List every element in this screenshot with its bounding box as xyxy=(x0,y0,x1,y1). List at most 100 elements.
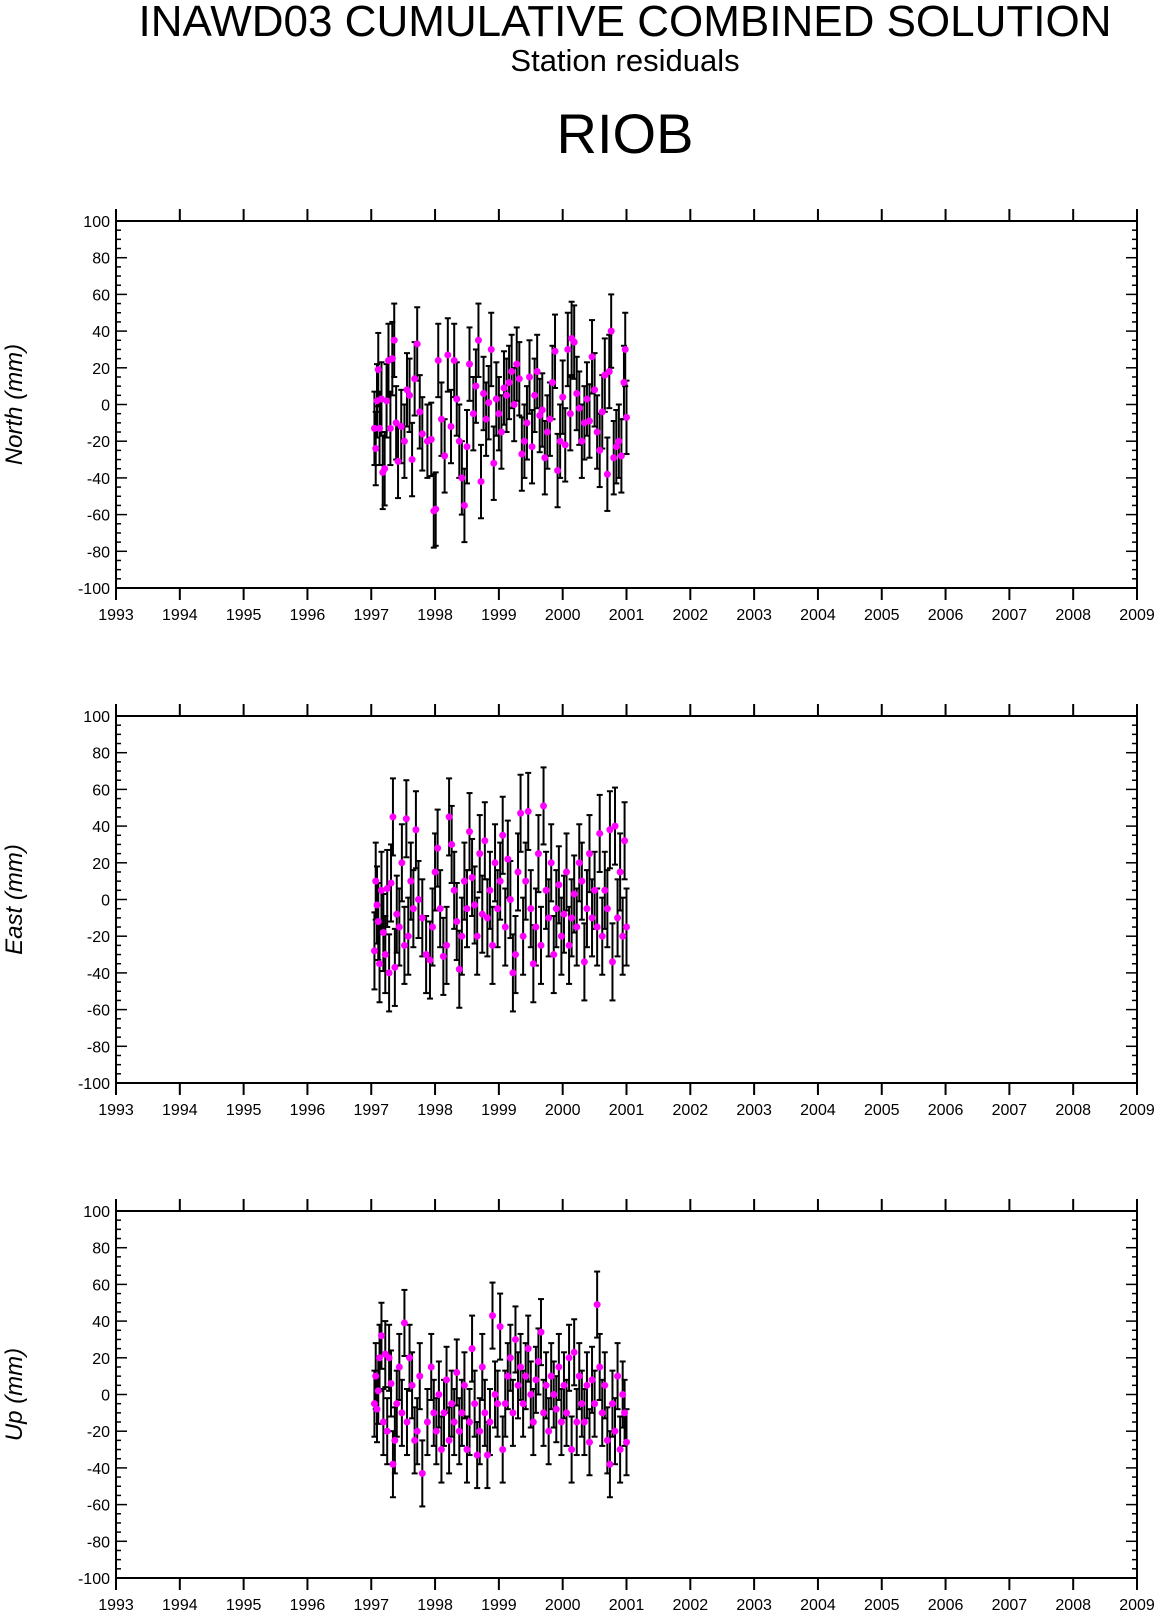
east-data-point xyxy=(436,905,444,913)
north-data-point xyxy=(559,393,567,401)
east-x-tick-label: 1996 xyxy=(290,1102,326,1119)
up-data-point xyxy=(491,1391,499,1398)
up-x-tick-label: 1998 xyxy=(417,1597,453,1614)
up-x-tick-label: 1993 xyxy=(98,1597,134,1614)
east-data-point xyxy=(578,877,586,885)
north-data-point xyxy=(487,345,495,353)
up-data-point xyxy=(395,1363,403,1371)
up-x-tick-label: 2007 xyxy=(992,1597,1028,1614)
east-data-point xyxy=(588,914,596,922)
east-x-tick-label: 1993 xyxy=(98,1102,134,1119)
north-y-tick-label: 0 xyxy=(101,398,110,415)
up-data-point xyxy=(494,1400,502,1408)
north-data-point xyxy=(434,356,442,364)
east-data-point xyxy=(412,826,420,834)
up-data-point xyxy=(445,1436,453,1444)
up-data-point xyxy=(408,1381,416,1389)
east-data-point xyxy=(542,886,550,894)
east-data-point xyxy=(568,914,576,922)
up-x-tick-label: 1994 xyxy=(162,1597,198,1614)
north-x-tick-label: 2001 xyxy=(609,607,645,624)
east-x-tick-label: 1995 xyxy=(226,1102,262,1119)
east-data-point xyxy=(537,941,545,949)
up-data-point xyxy=(458,1409,466,1417)
north-data-point xyxy=(612,443,620,451)
north-x-tick-label: 1997 xyxy=(353,607,389,624)
north-data-point xyxy=(427,435,435,443)
north-data-point xyxy=(596,446,604,454)
east-y-tick-label: 40 xyxy=(92,819,110,836)
up-data-point xyxy=(540,1409,548,1417)
up-data-point xyxy=(598,1409,606,1417)
north-data-point xyxy=(411,375,419,383)
north-data-point xyxy=(374,366,382,374)
north-panel: 100 80 60 40 20 0 -20 -40 -60 -80 -100 1993 1994 1995… xyxy=(1,209,1155,624)
east-x-tick-label: 2006 xyxy=(928,1102,964,1119)
north-data-point xyxy=(480,389,488,397)
east-data-point xyxy=(418,914,426,922)
up-data-point xyxy=(432,1427,440,1435)
east-y-tick-label: 100 xyxy=(83,709,110,726)
east-data-point xyxy=(414,896,422,903)
east-y-tick-label: -60 xyxy=(87,1003,110,1020)
east-data-point xyxy=(376,960,384,968)
east-data-point xyxy=(534,850,542,858)
east-y-tick-label: 60 xyxy=(92,782,110,799)
east-x-tick-label: 1994 xyxy=(162,1102,198,1119)
north-y-tick-label: 60 xyxy=(92,287,110,304)
up-data-point xyxy=(565,1354,573,1362)
east-data-point xyxy=(606,826,614,834)
north-data-point xyxy=(605,367,613,375)
up-x-tick-label: 1995 xyxy=(226,1597,262,1614)
up-data-point xyxy=(486,1418,494,1426)
north-data-point xyxy=(472,382,480,390)
up-data-point xyxy=(623,1438,630,1446)
up-x-tick-label: 1999 xyxy=(481,1597,517,1614)
north-x-tick-label: 2006 xyxy=(928,607,964,624)
up-data-point xyxy=(393,1400,401,1408)
east-data-point xyxy=(621,837,629,845)
east-data-point xyxy=(623,923,630,931)
north-data-point xyxy=(561,441,569,449)
north-data-point xyxy=(450,356,458,364)
north-y-tick-label: 20 xyxy=(92,361,110,378)
north-data-point xyxy=(543,428,551,436)
up-x-tick-label: 2005 xyxy=(864,1597,900,1614)
north-data-point xyxy=(474,336,482,344)
north-data-point xyxy=(432,505,440,513)
up-data-point xyxy=(398,1409,406,1417)
east-x-tick-label: 2000 xyxy=(545,1102,581,1119)
north-x-tick-label: 2009 xyxy=(1119,607,1155,624)
north-data-point xyxy=(607,327,615,335)
up-data-point xyxy=(619,1391,627,1398)
north-data-point xyxy=(533,367,541,375)
up-data-point xyxy=(568,1446,576,1454)
north-x-tick-label: 2000 xyxy=(545,607,581,624)
up-data-point xyxy=(376,1354,384,1362)
north-data-point xyxy=(403,386,411,394)
east-x-tick-label: 2005 xyxy=(864,1102,900,1119)
north-data-point xyxy=(520,437,528,445)
up-data-point xyxy=(374,1387,382,1395)
up-x-tick-label: 2003 xyxy=(736,1597,772,1614)
north-data-point xyxy=(500,384,508,392)
east-data-point xyxy=(491,859,499,867)
east-data-point xyxy=(509,969,517,977)
east-data-point xyxy=(501,923,509,931)
up-data-point xyxy=(614,1372,622,1380)
north-data-point xyxy=(588,353,596,361)
east-data-point xyxy=(619,932,627,940)
up-y-tick-label: -40 xyxy=(87,1461,110,1478)
north-data-point xyxy=(570,338,578,346)
up-data-point xyxy=(621,1409,629,1417)
east-data-point xyxy=(370,947,378,955)
east-data-point xyxy=(601,886,609,894)
up-data-point xyxy=(545,1427,553,1435)
east-data-point xyxy=(473,932,481,940)
east-data-point xyxy=(450,886,458,894)
east-data-point xyxy=(400,941,408,949)
north-data-point xyxy=(477,478,485,486)
east-y-tick-label: -80 xyxy=(87,1039,110,1056)
up-data-point xyxy=(383,1427,391,1435)
north-data-point xyxy=(418,430,426,438)
